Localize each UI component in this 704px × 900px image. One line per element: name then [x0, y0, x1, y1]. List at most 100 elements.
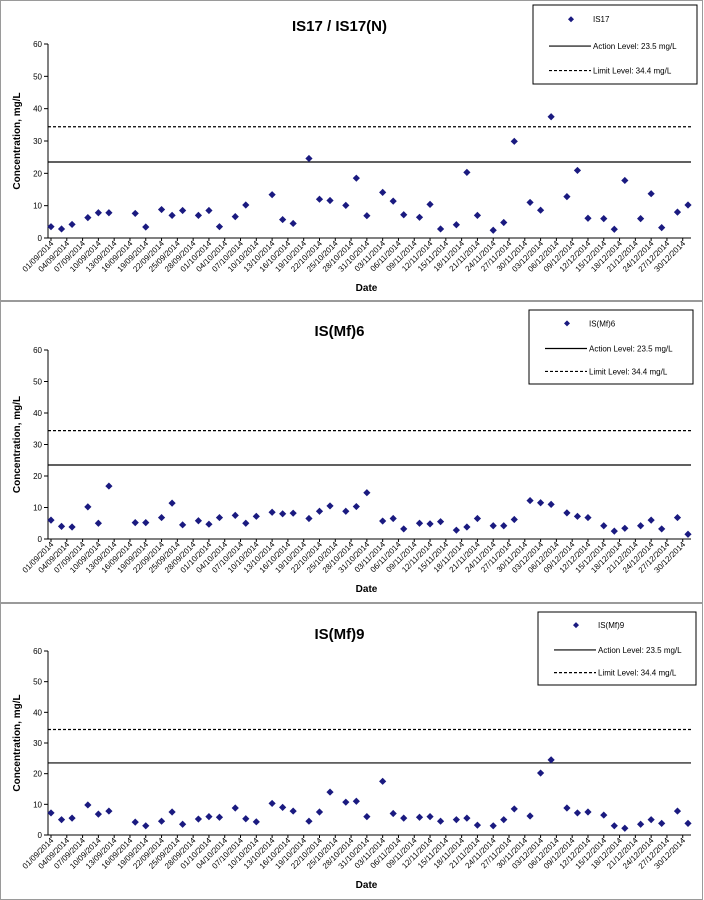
data-point — [142, 519, 150, 527]
data-point — [315, 195, 324, 203]
data-point — [168, 211, 176, 219]
data-point — [610, 527, 618, 535]
chart-title: IS(Mf)9 — [315, 626, 365, 643]
y-axis-label: Concentration, mg/L — [12, 396, 23, 493]
y-tick-label: 40 — [33, 708, 42, 717]
legend-label-series: IS17 — [593, 15, 610, 24]
y-tick-label: 20 — [33, 472, 42, 481]
data-point — [658, 819, 666, 827]
data-point — [400, 525, 408, 533]
data-point — [684, 530, 692, 538]
y-tick-label: 50 — [33, 678, 42, 687]
chart-panel-is17: IS17 / IS17(N) 0 10 20 30 40 50 60 Concentration… — [0, 0, 703, 301]
data-point — [436, 817, 445, 825]
data-point — [536, 499, 545, 507]
data-point — [426, 200, 434, 208]
data-point — [647, 816, 655, 824]
chart-panel-ismf6: IS(Mf)6 0 10 20 30 40 50 60 Concentration, mg/L 0… — [0, 301, 703, 603]
legend-label-series: IS(Mf)6 — [589, 319, 616, 328]
data-point — [489, 226, 497, 234]
data-point — [473, 514, 482, 523]
y-tick-label: 0 — [38, 535, 43, 544]
data-point — [510, 137, 518, 145]
data-point — [563, 804, 571, 812]
data-point — [673, 208, 682, 216]
data-point — [131, 519, 139, 527]
data-point — [647, 516, 655, 524]
legend-label-action: Action Level: 23.5 mg/L — [593, 42, 677, 51]
y-tick-label: 20 — [33, 169, 42, 178]
data-point — [47, 223, 55, 231]
data-point — [68, 523, 76, 531]
data-point — [231, 804, 239, 812]
data-point — [105, 807, 113, 815]
legend-marker-icon — [568, 16, 574, 23]
data-point — [142, 822, 150, 830]
data-point — [242, 519, 250, 527]
data-point — [573, 512, 582, 520]
data-point — [415, 813, 424, 821]
chart-svg: IS17 / IS17(N) 0 10 20 30 40 50 60 Concentration… — [12, 4, 698, 294]
data-point — [315, 507, 324, 515]
legend-label-series: IS(Mf)9 — [598, 621, 625, 630]
data-point — [637, 522, 645, 530]
y-axis-label: Concentration, mg/L — [12, 92, 23, 189]
data-point — [621, 176, 629, 185]
data-point — [563, 193, 571, 201]
data-point — [600, 811, 608, 819]
data-point — [510, 515, 518, 524]
legend-label-action: Action Level: 23.5 mg/L — [589, 344, 673, 353]
legend-label-action: Action Level: 23.5 mg/L — [598, 646, 682, 655]
y-tick-label: 50 — [33, 378, 42, 387]
data-point — [142, 223, 150, 231]
data-point — [342, 798, 350, 806]
data-point — [94, 519, 102, 527]
data-point — [342, 201, 350, 209]
y-tick-label: 30 — [33, 137, 42, 146]
data-point — [400, 814, 408, 822]
data-point — [352, 797, 360, 805]
y-tick-label: 60 — [33, 40, 42, 49]
data-point — [500, 522, 508, 530]
data-point — [363, 212, 371, 220]
data-point — [215, 513, 224, 522]
data-point — [157, 205, 166, 214]
data-point — [547, 113, 555, 121]
data-point — [289, 219, 297, 228]
data-point — [105, 209, 113, 217]
data-point — [573, 166, 582, 175]
chart-title: IS(Mf)6 — [315, 323, 365, 340]
data-point — [179, 820, 187, 828]
data-point — [526, 496, 534, 505]
data-point — [326, 196, 334, 205]
data-point — [436, 225, 445, 233]
data-point — [600, 215, 608, 223]
data-point — [473, 821, 482, 829]
data-point — [157, 513, 166, 522]
data-point — [231, 213, 239, 221]
data-point — [131, 209, 139, 218]
y-tick-label: 50 — [33, 72, 42, 81]
y-tick-label: 0 — [38, 831, 43, 840]
data-point — [621, 824, 629, 832]
data-point — [658, 224, 666, 232]
data-point — [389, 514, 397, 523]
y-tick-label: 40 — [33, 409, 42, 418]
data-point — [84, 801, 92, 809]
y-tick-label: 10 — [33, 504, 42, 513]
legend-label-limit: Limit Level: 34.4 mg/L — [598, 669, 677, 678]
data-point — [452, 221, 460, 229]
data-point — [279, 510, 287, 518]
data-point — [637, 215, 645, 223]
data-point — [352, 502, 360, 511]
data-point — [168, 808, 176, 816]
data-point — [326, 788, 334, 796]
data-point — [205, 813, 213, 821]
data-point — [379, 777, 387, 785]
x-axis-label: Date — [356, 880, 378, 891]
data-point — [400, 211, 408, 219]
data-point — [168, 499, 176, 507]
data-point — [673, 513, 682, 522]
